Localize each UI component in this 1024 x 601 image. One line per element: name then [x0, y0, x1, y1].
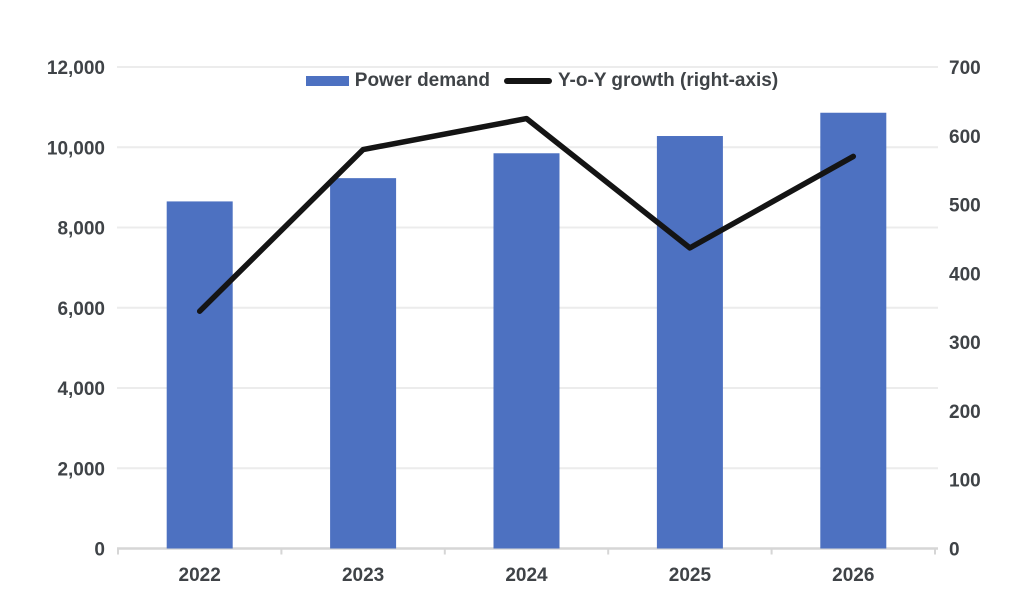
right-axis-tick-label: 200	[949, 402, 981, 423]
right-axis-tick-label: 500	[949, 196, 981, 217]
yoy-growth-line	[196, 115, 857, 314]
power-demand-bar	[166, 201, 233, 549]
power-demand-bar	[330, 178, 397, 549]
left-axis-tick-label: 2,000	[57, 459, 105, 480]
x-axis-category-label: 2022	[179, 565, 221, 586]
right-axis-tick-label: 300	[949, 333, 981, 354]
left-axis-tick-label: 8,000	[57, 219, 105, 240]
right-axis-tick-label: 600	[949, 127, 981, 148]
right-axis-tick-label: 700	[949, 58, 981, 79]
left-axis-tick-label: 10,000	[47, 138, 105, 159]
left-axis-tick-label: 4,000	[57, 379, 105, 400]
left-axis-tick-label: 12,000	[47, 58, 105, 79]
x-axis-category-label: 2024	[505, 565, 548, 586]
x-axis-category-label: 2025	[669, 565, 712, 586]
right-axis-tick-label: 400	[949, 264, 981, 285]
power-demand-bar	[493, 153, 560, 549]
x-axis-category-label: 2023	[342, 565, 384, 586]
power-demand-bar	[820, 112, 887, 549]
right-axis-tick-label: 100	[949, 471, 981, 492]
right-axis-tick-label: 0	[949, 540, 960, 561]
left-axis-tick-label: 6,000	[57, 299, 105, 320]
x-axis-category-label: 2026	[832, 565, 874, 586]
power-demand-bar	[656, 136, 723, 549]
left-axis-tick-label: 0	[94, 540, 105, 561]
